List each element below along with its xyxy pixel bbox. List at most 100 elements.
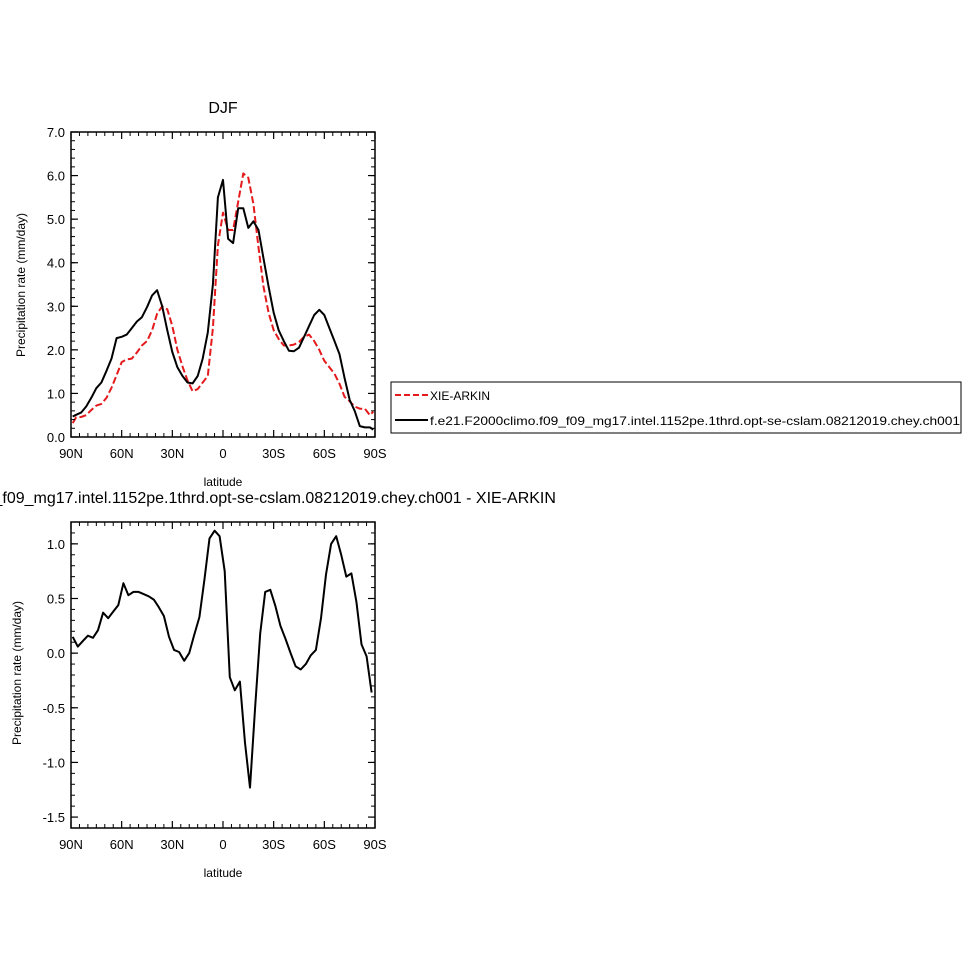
data-point bbox=[146, 340, 148, 342]
data-point bbox=[116, 374, 118, 376]
data-point bbox=[121, 361, 123, 363]
data-point bbox=[288, 350, 290, 352]
data-point bbox=[202, 382, 204, 384]
data-point bbox=[96, 387, 98, 389]
legend-label-observed: XIE-ARKIN bbox=[430, 389, 490, 403]
data-point bbox=[146, 306, 148, 308]
data-point bbox=[183, 660, 185, 662]
data-point bbox=[85, 414, 87, 416]
x-tick-label: 60N bbox=[110, 446, 134, 461]
data-point bbox=[254, 707, 256, 709]
data-point bbox=[315, 649, 317, 651]
data-point bbox=[248, 177, 250, 179]
data-point bbox=[293, 350, 295, 352]
data-point bbox=[204, 579, 206, 581]
data-point bbox=[324, 360, 326, 362]
data-point bbox=[270, 589, 272, 591]
data-point bbox=[151, 330, 153, 332]
data-point bbox=[82, 640, 84, 642]
legend: XIE-ARKIN f.e21.F2000climo.f09_f09_mg17.… bbox=[390, 381, 962, 434]
data-point bbox=[329, 327, 331, 329]
data-point bbox=[308, 334, 310, 336]
data-point bbox=[346, 576, 348, 578]
data-point bbox=[182, 366, 184, 368]
data-point bbox=[222, 212, 224, 214]
x-tick-label: 0 bbox=[219, 837, 226, 852]
data-point bbox=[227, 238, 229, 240]
data-point bbox=[305, 663, 307, 665]
y-tick-label: 0.0 bbox=[47, 430, 65, 445]
data-point bbox=[243, 173, 245, 175]
data-point bbox=[178, 651, 180, 653]
data-point bbox=[199, 616, 201, 618]
x-tick-label: 60N bbox=[110, 837, 134, 852]
data-point bbox=[371, 692, 373, 694]
data-point bbox=[101, 403, 103, 405]
data-point bbox=[248, 227, 250, 229]
data-point bbox=[131, 358, 133, 360]
data-point bbox=[310, 655, 312, 657]
data-point bbox=[123, 582, 125, 584]
data-point bbox=[319, 309, 321, 311]
data-point bbox=[187, 382, 189, 384]
data-point bbox=[91, 409, 93, 411]
data-point bbox=[161, 306, 163, 308]
plot-frame bbox=[70, 131, 376, 438]
panel-difference: f.e21.F2000climo.f09_f09_mg17.intel.1152… bbox=[0, 490, 556, 880]
data-point bbox=[369, 414, 371, 416]
data-point bbox=[268, 312, 270, 314]
x-axis-label: latitude bbox=[204, 866, 243, 880]
x-tick-label: 60S bbox=[313, 837, 336, 852]
data-point bbox=[335, 535, 337, 537]
series-line-1 bbox=[72, 178, 374, 431]
data-point bbox=[334, 373, 336, 375]
data-point bbox=[263, 258, 265, 260]
data-point bbox=[288, 345, 290, 347]
data-point bbox=[85, 406, 87, 408]
data-point bbox=[324, 314, 326, 316]
data-point bbox=[197, 375, 199, 377]
x-tick-label: 90N bbox=[59, 837, 83, 852]
data-point bbox=[182, 375, 184, 377]
data-point bbox=[319, 349, 321, 351]
data-point bbox=[232, 242, 234, 244]
data-point bbox=[264, 591, 266, 593]
data-point bbox=[237, 201, 239, 203]
x-tick-label: 30N bbox=[160, 837, 184, 852]
data-point bbox=[177, 349, 179, 351]
data-point bbox=[207, 332, 209, 334]
y-axis-label: Precipitation rate (mm/day) bbox=[14, 213, 28, 357]
data-point bbox=[106, 370, 108, 372]
x-tick-label: 90S bbox=[363, 837, 386, 852]
data-point bbox=[172, 351, 174, 353]
data-point bbox=[364, 408, 366, 410]
data-point bbox=[263, 286, 265, 288]
data-point bbox=[128, 594, 130, 596]
data-point bbox=[273, 330, 275, 332]
x-tick-label: 60S bbox=[313, 446, 336, 461]
y-tick-label: 7.0 bbox=[47, 125, 65, 140]
data-point bbox=[167, 330, 169, 332]
data-point bbox=[373, 429, 375, 431]
data-point bbox=[361, 644, 363, 646]
data-point bbox=[354, 406, 356, 408]
panel-title-difference: f.e21.F2000climo.f09_f09_mg17.intel.1152… bbox=[0, 490, 556, 507]
data-point bbox=[167, 309, 169, 311]
data-point bbox=[121, 336, 123, 338]
y-tick-label: -0.5 bbox=[43, 701, 65, 716]
data-point bbox=[168, 636, 170, 638]
data-point bbox=[141, 345, 143, 347]
y-tick-label: 1.0 bbox=[47, 537, 65, 552]
x-axis-label: latitude bbox=[204, 475, 243, 489]
plot-curves bbox=[71, 529, 373, 789]
data-point bbox=[118, 604, 120, 606]
data-point bbox=[308, 325, 310, 327]
y-tick-label: 3.0 bbox=[47, 299, 65, 314]
data-point bbox=[194, 634, 196, 636]
data-point bbox=[340, 554, 342, 556]
data-point bbox=[232, 229, 234, 231]
data-point bbox=[96, 405, 98, 407]
data-point bbox=[253, 221, 255, 223]
data-point bbox=[111, 358, 113, 360]
panel-title-djf: DJF bbox=[208, 100, 238, 117]
